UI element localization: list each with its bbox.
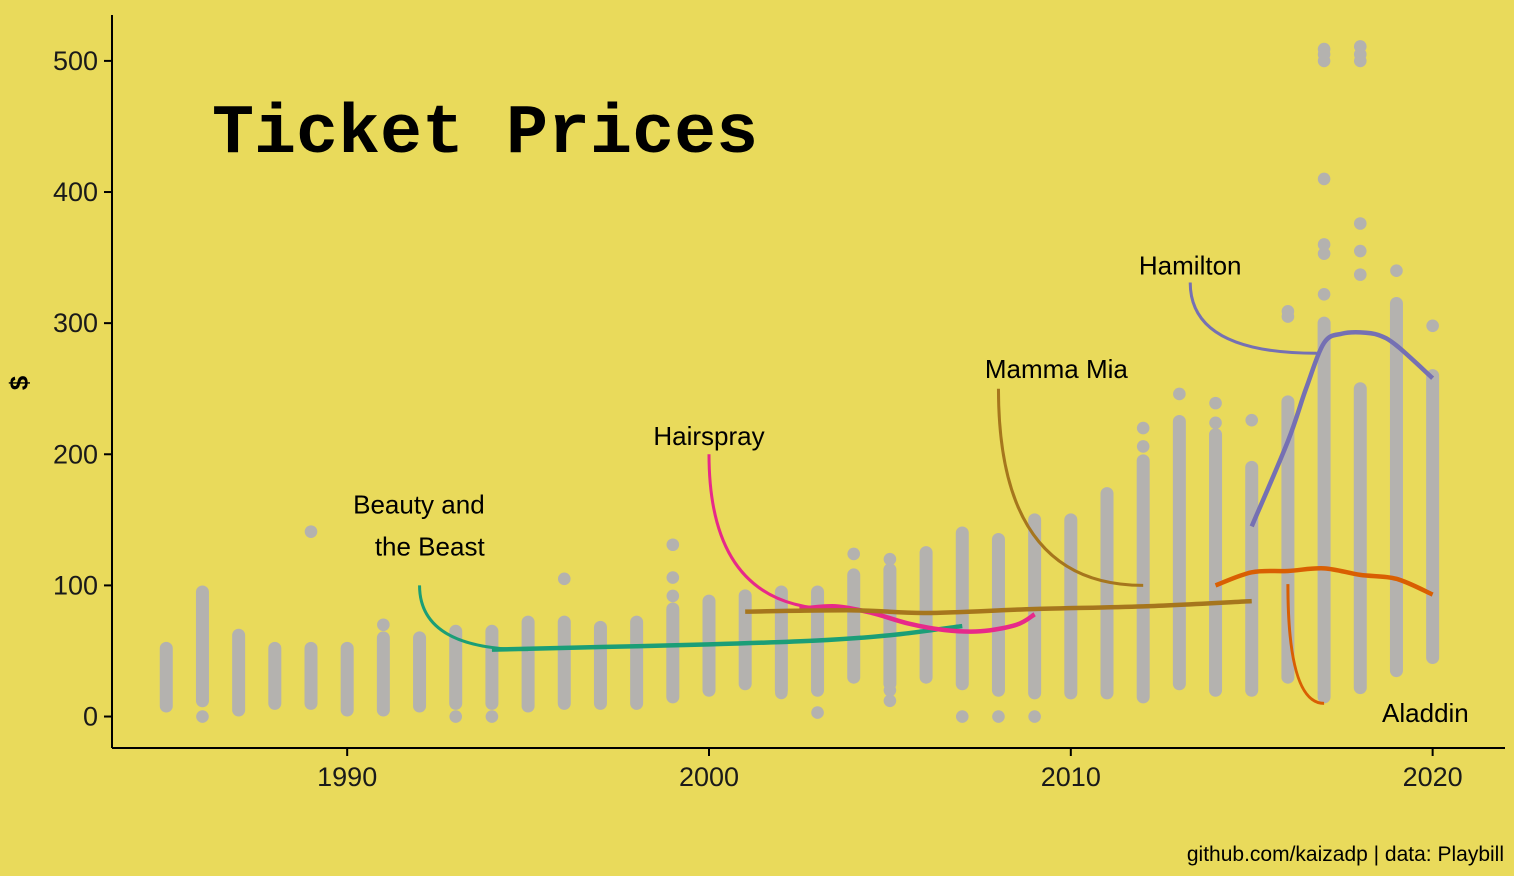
leader-beauty-and-the-beast: [418, 585, 529, 652]
y-tick-label: 500: [53, 46, 98, 76]
annotation-line: Mamma Mia: [985, 354, 1129, 384]
annotation-beauty-and-the-beast: Beauty and the Beast: [353, 489, 485, 561]
y-axis-ticks: 0 100 200 300 400 500: [53, 46, 112, 732]
scatter-point: [992, 710, 1005, 723]
scatter-point: [666, 589, 680, 603]
annotation-line: Hairspray: [653, 421, 764, 451]
series-line-hairspray: [799, 604, 1036, 634]
scatter-point: [196, 592, 209, 605]
annotation-line: Beauty and: [353, 489, 485, 519]
x-tick-label: 2010: [1041, 762, 1101, 792]
scatter-point: [1353, 268, 1367, 281]
scatter-point: [1353, 40, 1367, 53]
scatter-point: [883, 684, 897, 697]
scatter-point: [775, 686, 788, 700]
scatter-point: [1028, 710, 1041, 723]
y-tick-label: 0: [83, 702, 98, 732]
scatter-point: [883, 694, 897, 708]
scatter-point: [1136, 421, 1150, 435]
annotation-hamilton: Hamilton: [1139, 251, 1242, 281]
annotation-line: Hamilton: [1139, 251, 1242, 281]
annotation-line: Aladdin: [1382, 698, 1469, 728]
scatter-point: [196, 710, 209, 723]
scatter-point: [377, 618, 390, 632]
scatter-point: [1317, 42, 1331, 56]
series-line-hamilton: [1249, 329, 1435, 528]
y-tick-label: 300: [53, 308, 98, 338]
annotation-aladdin: Aladdin: [1382, 698, 1469, 728]
x-tick-label: 2000: [679, 762, 739, 792]
scatter-point: [1317, 288, 1331, 301]
scatter-point: [847, 547, 861, 561]
leader-mamma-mia: [996, 388, 1144, 587]
leader-aladdin: [1286, 584, 1325, 705]
scatter-point: [666, 571, 680, 584]
x-tick-label: 2020: [1403, 762, 1463, 792]
leader-hamilton: [1188, 282, 1317, 355]
x-axis-ticks: 1990 2000 2010 2020: [317, 748, 1463, 792]
scatter-point: [811, 706, 824, 719]
annotation-line: the Beast: [375, 531, 486, 561]
scatter-point: [1136, 440, 1150, 453]
chart-title: Ticket Prices: [212, 95, 758, 174]
scatter-point: [1173, 387, 1186, 401]
scatter-point: [449, 710, 463, 723]
scatter-point: [1317, 247, 1331, 260]
scatter-point: [1353, 244, 1367, 258]
chart-caption: github.com/kaizadp | data: Playbill: [1187, 843, 1504, 866]
y-tick-label: 100: [53, 570, 98, 600]
series-line-aladdin: [1214, 566, 1434, 597]
scatter-point: [1426, 319, 1439, 333]
scatter-point: [1317, 238, 1331, 251]
scatter-point: [1245, 413, 1259, 427]
scatter-point: [955, 710, 969, 723]
scatter-point: [883, 552, 897, 566]
y-axis-label: $: [4, 375, 34, 390]
smooth-series-lines: [491, 329, 1435, 652]
scatter-point: [666, 538, 680, 552]
scatter-point: [485, 710, 499, 723]
annotation-hairspray: Hairspray: [653, 421, 764, 451]
scatter-point: [1209, 396, 1222, 410]
scatter-points: [159, 40, 1440, 723]
scatter-point: [1209, 416, 1222, 430]
series-line-mamma-mia: [745, 598, 1252, 616]
scatter-point: [304, 525, 318, 538]
x-tick-label: 1990: [317, 762, 377, 792]
annotation-leaders: [418, 282, 1325, 705]
scatter-point: [1353, 217, 1367, 230]
scatter-point: [557, 572, 571, 586]
scatter-point: [1390, 264, 1403, 277]
scatter-point: [1281, 305, 1295, 318]
series-line-beauty-and-the-beast: [491, 623, 963, 652]
scatter-point: [1317, 172, 1331, 186]
y-tick-label: 200: [53, 439, 98, 469]
series-annotations: Hamilton Mamma Mia Hairspray Beauty and the …: [353, 251, 1469, 728]
annotation-mamma-mia: Mamma Mia: [985, 354, 1129, 384]
y-tick-label: 400: [53, 177, 98, 207]
